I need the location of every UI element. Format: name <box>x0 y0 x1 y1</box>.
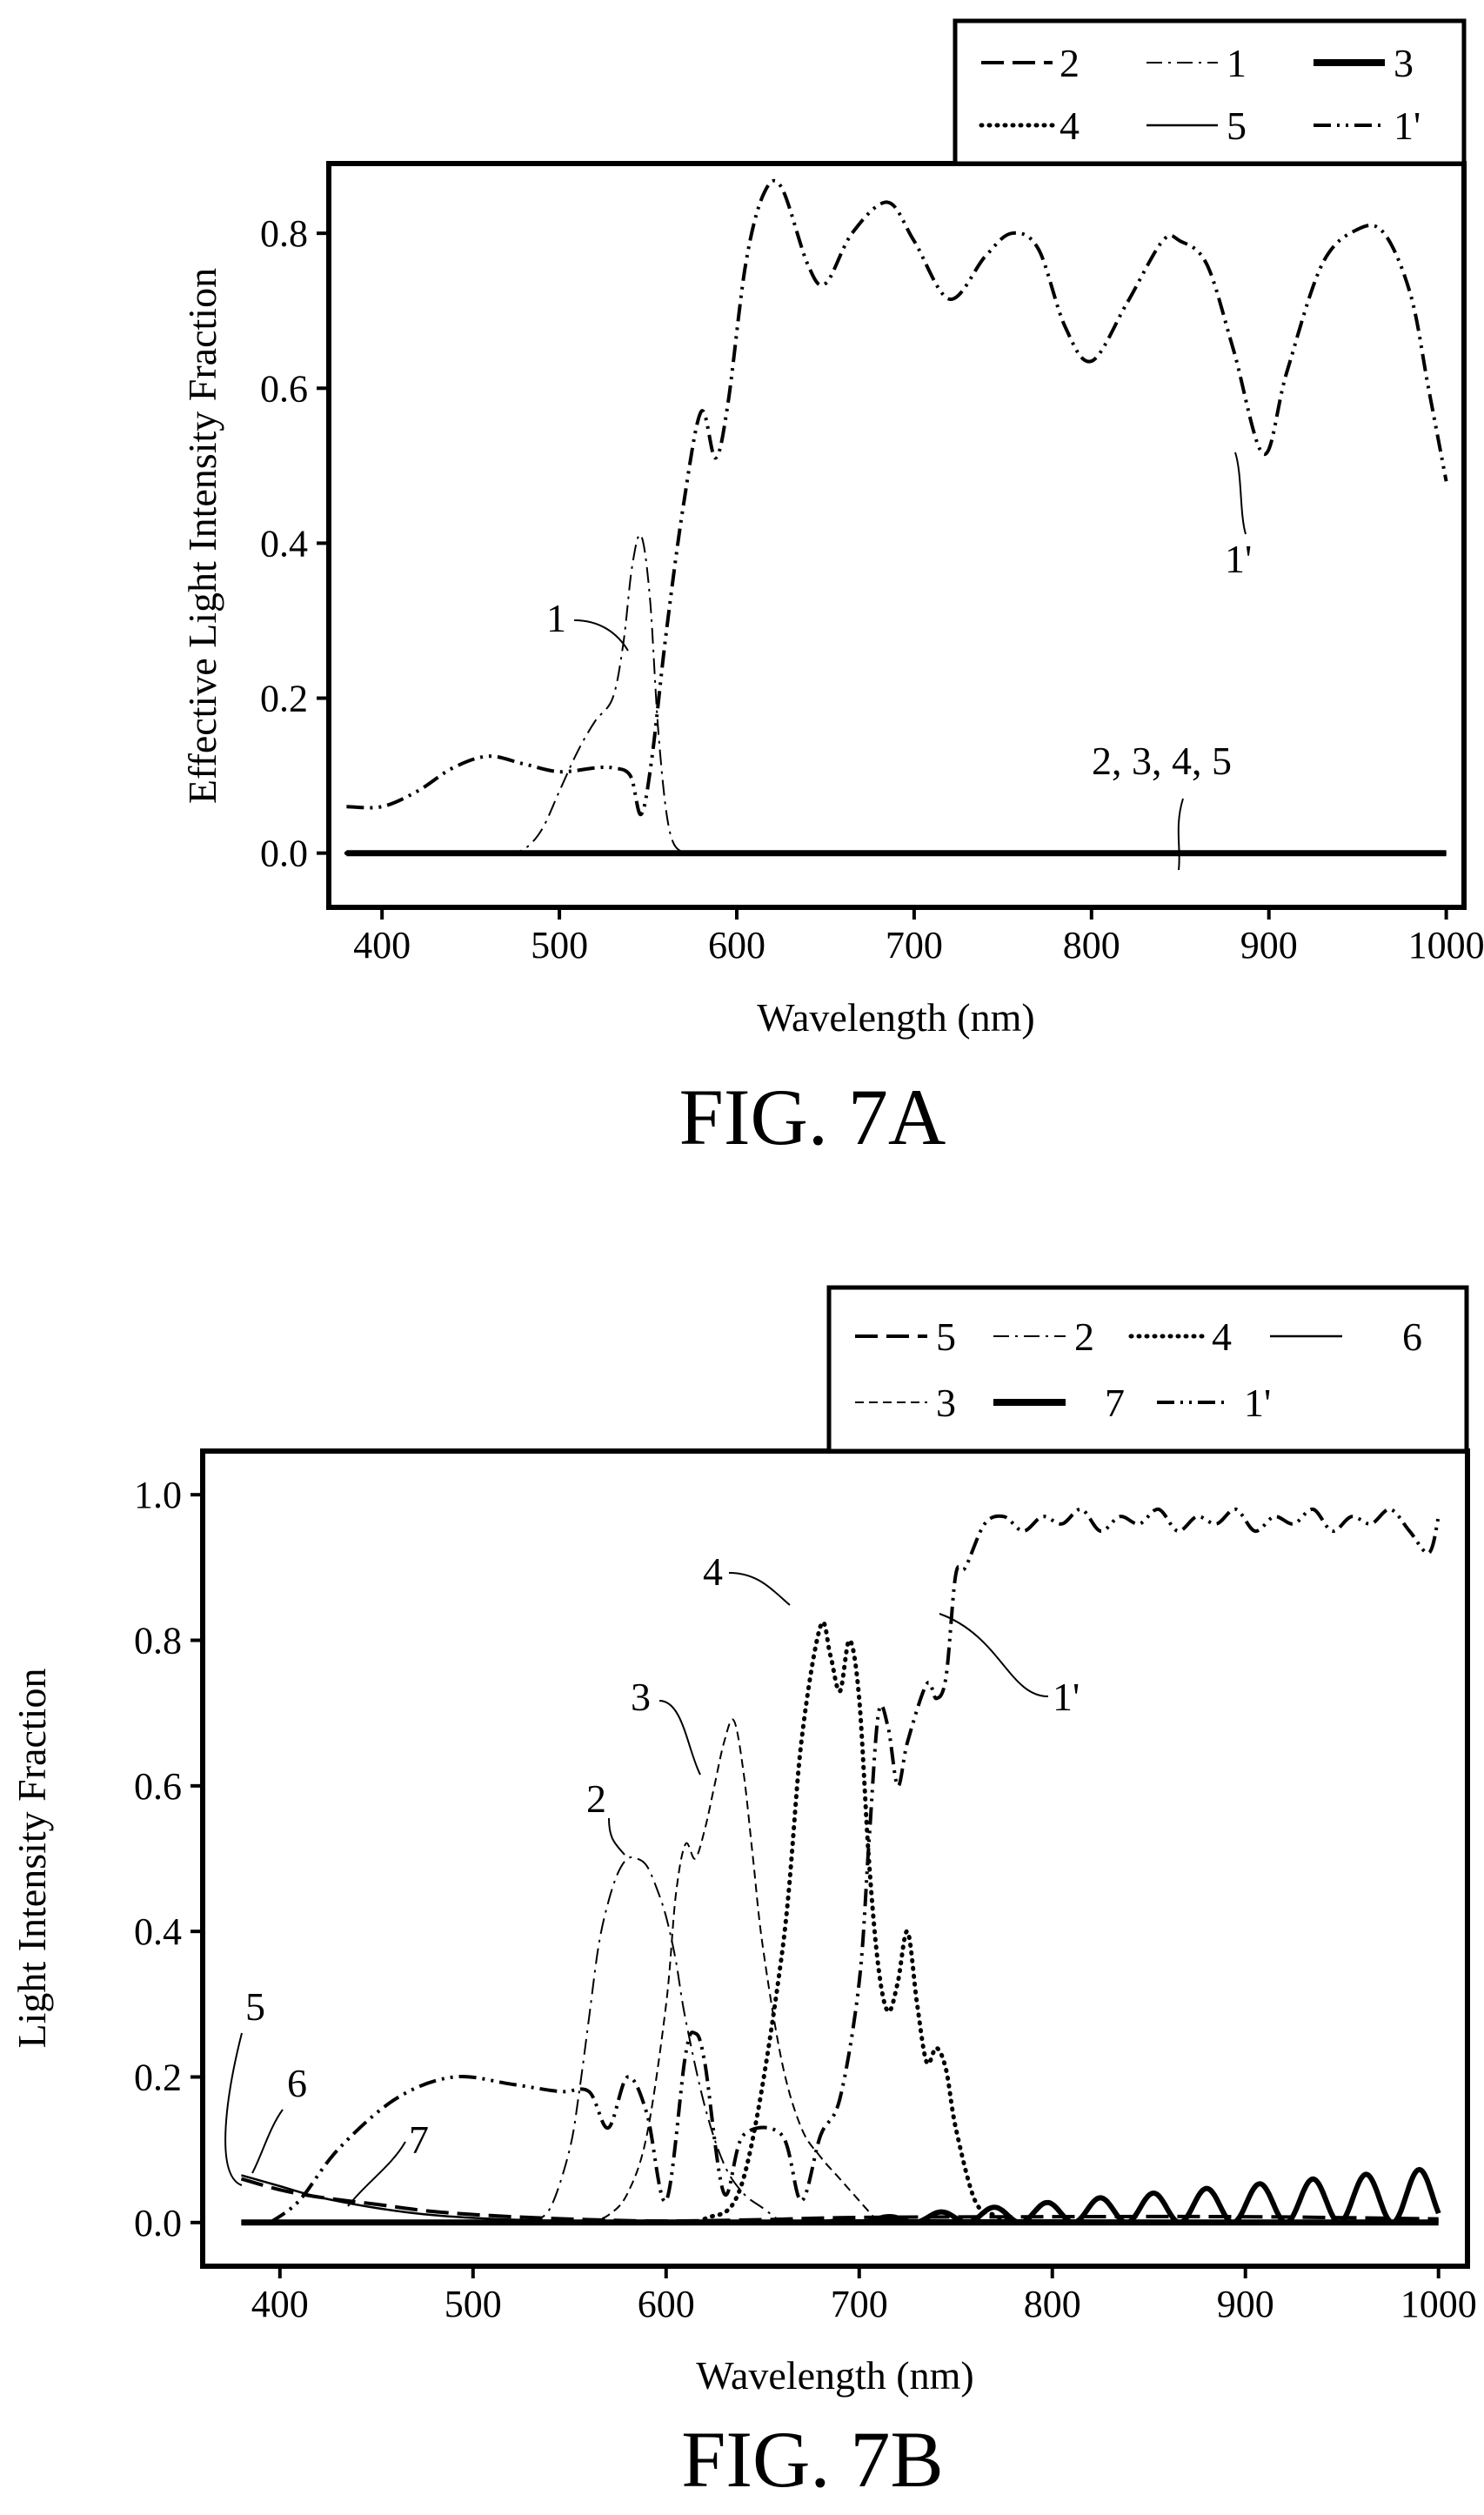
chart-a-y-tick-label: 0.0 <box>260 833 308 875</box>
legend-b-label-7: 7 <box>1105 1381 1125 1425</box>
chart-a-y-tick-label: 0.8 <box>260 212 308 255</box>
leader-b-2 <box>608 1817 625 1856</box>
chart-a-y-tick-label: 0.2 <box>260 678 308 720</box>
chart-a-x-tick-label: 700 <box>886 924 943 967</box>
figure-b-label: FIG. 7B <box>681 2415 944 2504</box>
chart-a-x-tick-label: 400 <box>353 924 411 967</box>
leader-b-7 <box>347 2141 406 2207</box>
legend-b-label-2: 2 <box>1074 1314 1094 1359</box>
chart-a-annotations: 1 1' 2, 3, 4, 5 <box>546 451 1252 871</box>
legend-b-label-4: 4 <box>1212 1314 1232 1359</box>
chart-b-series-7-ripple <box>241 2167 1441 2225</box>
chart-b-y-tick-label: 0.0 <box>134 2202 182 2244</box>
legend-a-label-1prime: 1' <box>1394 104 1420 148</box>
leader-a-2345 <box>1177 798 1184 871</box>
chart-a-x-tick-label: 1000 <box>1408 924 1484 967</box>
chart-b-series-1prime <box>269 1507 1441 2224</box>
chart-b-x-tick-label: 1000 <box>1400 2283 1477 2325</box>
chart-b-y-tick-label: 0.4 <box>134 1910 182 1953</box>
chart-a-series-1prime <box>346 178 1448 817</box>
chart-b-x-tick-label: 600 <box>638 2283 695 2325</box>
chart-a-y-tick-label: 0.4 <box>260 522 308 565</box>
chart-b-series-3 <box>588 1718 879 2224</box>
leader-b-4 <box>728 1572 791 1606</box>
chart-b-y-tick-label: 1.0 <box>134 1474 182 1516</box>
chart-b-legend-box <box>826 1285 1469 1454</box>
chart-b-x-axis-label: Wavelength (nm) <box>696 2353 973 2398</box>
chart-b-legend: 5 2 4 6 3 7 1' <box>826 1285 1469 1454</box>
figure-a-label: FIG. 7A <box>679 1073 946 1161</box>
chart-a-x-tick-label: 900 <box>1240 924 1298 967</box>
chart-a-y-tick-label: 0.6 <box>260 367 308 410</box>
annotation-a-1prime: 1' <box>1225 537 1252 581</box>
chart-a-x-axis-label: Wavelength (nm) <box>757 995 1034 1040</box>
legend-a-label-1: 1 <box>1227 41 1247 85</box>
legend-a-label-4: 4 <box>1060 104 1080 148</box>
chart-b-x-tick-label: 900 <box>1217 2283 1274 2325</box>
annotation-a-1: 1 <box>546 596 566 640</box>
chart-b-y-axis-label: Light Intensity Fraction <box>10 1669 54 2049</box>
chart-a-legend-box <box>953 18 1467 166</box>
leader-a-1 <box>573 619 629 652</box>
chart-b-annotations: 1' 2 3 4 5 6 7 <box>224 1549 1080 2207</box>
chart-a: 400 500 600 700 800 900 1000 0.0 0.2 0.4 0.6 0.8 W… <box>180 18 1484 1161</box>
chart-a-x-tick-label: 500 <box>531 924 588 967</box>
chart-b-x-tick-label: 700 <box>831 2283 888 2325</box>
annotation-b-3: 3 <box>631 1675 651 1719</box>
chart-a-series-1 <box>505 533 702 856</box>
legend-a-label-2: 2 <box>1060 41 1080 85</box>
chart-b-y-tick-label: 0.6 <box>134 1765 182 1808</box>
legend-b-label-5: 5 <box>936 1314 956 1359</box>
legend-a-label-3: 3 <box>1394 41 1414 85</box>
chart-b-x-tick-label: 500 <box>445 2283 502 2325</box>
chart-a-x-tick-label: 600 <box>708 924 765 967</box>
leader-a-1prime <box>1234 451 1247 535</box>
chart-b-y-tick-label: 0.2 <box>134 2056 182 2098</box>
leader-b-5 <box>224 2032 243 2186</box>
leader-b-6 <box>251 2109 284 2174</box>
annotation-b-2: 2 <box>586 1776 606 1821</box>
legend-b-label-6: 6 <box>1402 1314 1422 1359</box>
annotation-a-2345: 2, 3, 4, 5 <box>1092 739 1232 783</box>
chart-a-x-tick-label: 800 <box>1063 924 1120 967</box>
chart-a-legend: 2 1 3 4 5 1' <box>953 18 1467 166</box>
annotation-b-7: 7 <box>409 2117 429 2162</box>
legend-b-label-3: 3 <box>936 1381 956 1425</box>
chart-b-y-tick-label: 0.8 <box>134 1620 182 1662</box>
annotation-b-4: 4 <box>703 1549 723 1594</box>
leader-b-1prime <box>939 1613 1049 1697</box>
chart-b-series-2 <box>530 1856 783 2224</box>
chart-a-plot-frame <box>326 161 1467 910</box>
legend-b-label-1prime: 1' <box>1244 1381 1271 1425</box>
annotation-b-5: 5 <box>245 1984 265 2029</box>
annotation-b-1prime: 1' <box>1053 1675 1080 1719</box>
chart-b-series-4 <box>664 1620 1016 2226</box>
chart-b-x-tick-label: 400 <box>251 2283 309 2325</box>
legend-a-label-5: 5 <box>1227 104 1247 148</box>
chart-b-plot-frame <box>200 1448 1470 2269</box>
chart-a-y-axis-label: Effective Light Intensity Fraction <box>180 268 224 804</box>
annotation-b-6: 6 <box>287 2061 307 2105</box>
leader-b-3 <box>658 1700 701 1776</box>
chart-b-x-tick-label: 800 <box>1024 2283 1081 2325</box>
chart-b: 400 500 600 700 800 900 1000 0.0 0.2 0.4 0.6 0.8 1.… <box>10 1285 1477 2504</box>
